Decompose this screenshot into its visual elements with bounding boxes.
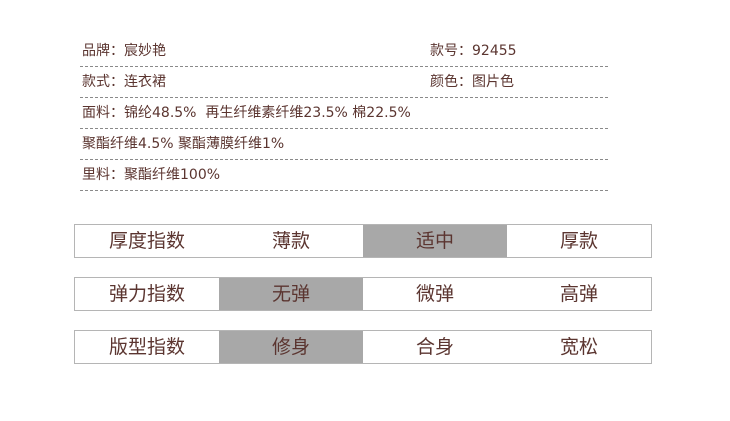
info-row-lining: 里料：聚酯纤维100%: [80, 160, 608, 191]
lining-text: 里料：聚酯纤维100%: [82, 167, 221, 183]
thickness-option-thin: 薄款: [271, 230, 310, 252]
color-text: 颜色：图片色: [430, 74, 514, 90]
fit-label: 版型指数: [108, 336, 185, 358]
thickness-option-thick: 厚款: [559, 230, 598, 252]
elasticity-option-high: 高弹: [559, 283, 598, 305]
fabric-text-continued: 聚酯纤维4.5% 聚酯薄膜纤维1%: [82, 136, 285, 152]
thickness-option-medium: 适中: [363, 225, 507, 257]
elasticity-option-slight: 微弹: [415, 283, 454, 305]
elasticity-label: 弹力指数: [108, 283, 185, 305]
info-row-style: 款式：连衣裙 颜色：图片色: [80, 67, 608, 98]
fabric-text: 面料：锦纶48.5% 再生纤维素纤维23.5% 棉22.5%: [82, 105, 411, 121]
elasticity-index: 弹力指数 无弹 微弹 高弹: [74, 277, 652, 311]
fit-option-regular: 合身: [415, 336, 454, 358]
product-info-list: 品牌：宸妙艳 款号：92455 款式：连衣裙 颜色：图片色 面料：锦纶48.5%…: [80, 36, 608, 191]
thickness-index: 厚度指数 薄款 适中 厚款: [74, 224, 652, 258]
fit-index: 版型指数 修身 合身 宽松: [74, 330, 652, 364]
style-number-text: 款号：92455: [430, 43, 517, 59]
style-text: 款式：连衣裙: [82, 74, 166, 90]
fit-option-slim: 修身: [219, 331, 363, 363]
info-row-brand: 品牌：宸妙艳 款号：92455: [80, 36, 608, 67]
info-row-fabric-cont: 聚酯纤维4.5% 聚酯薄膜纤维1%: [80, 129, 608, 160]
thickness-label: 厚度指数: [108, 230, 185, 252]
elasticity-option-none: 无弹: [219, 278, 363, 310]
fit-option-loose: 宽松: [559, 336, 598, 358]
info-row-fabric: 面料：锦纶48.5% 再生纤维素纤维23.5% 棉22.5%: [80, 98, 608, 129]
brand-text: 品牌：宸妙艳: [82, 43, 166, 59]
